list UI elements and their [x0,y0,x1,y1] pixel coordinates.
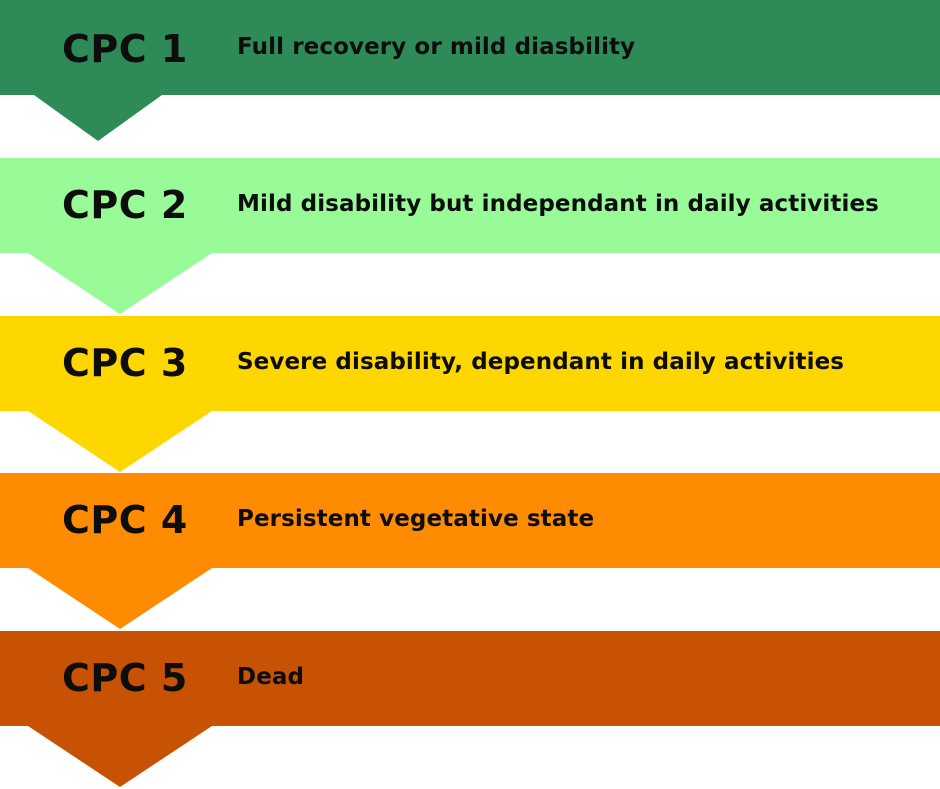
level-1-code: CPC 1 [62,27,188,71]
level-3-code: CPC 3 [62,341,188,385]
level-1-banner-shape [0,0,940,141]
level-1-banner-arrow [0,0,940,141]
cpc-level-1: CPC 1 Full recovery or mild diasbility [0,0,940,158]
cpc-level-4: CPC 4 Persistent vegetative state [0,473,940,631]
cpc-level-2: CPC 2 Mild disability but independant in… [0,158,940,316]
level-2-banner-arrow [0,158,940,314]
level-4-banner-shape [0,473,940,629]
level-2-code: CPC 2 [62,183,188,227]
cpc-level-3: CPC 3 Severe disability, dependant in da… [0,316,940,474]
level-4-banner-arrow [0,473,940,629]
level-5-banner-arrow [0,631,940,787]
level-2-banner-shape [0,158,940,314]
level-3-description: Severe disability, dependant in daily ac… [237,349,845,375]
level-4-description: Persistent vegetative state [237,506,595,532]
level-1-description: Full recovery or mild diasbility [237,34,636,60]
level-2-description: Mild disability but independant in daily… [237,191,879,217]
level-5-banner-shape [0,631,940,787]
level-5-description: Dead [237,664,305,690]
level-4-code: CPC 4 [62,498,188,542]
level-3-banner-shape [0,316,940,472]
level-3-banner-arrow [0,316,940,472]
level-5-code: CPC 5 [62,656,188,700]
cpc-level-5: CPC 5 Dead [0,631,940,789]
